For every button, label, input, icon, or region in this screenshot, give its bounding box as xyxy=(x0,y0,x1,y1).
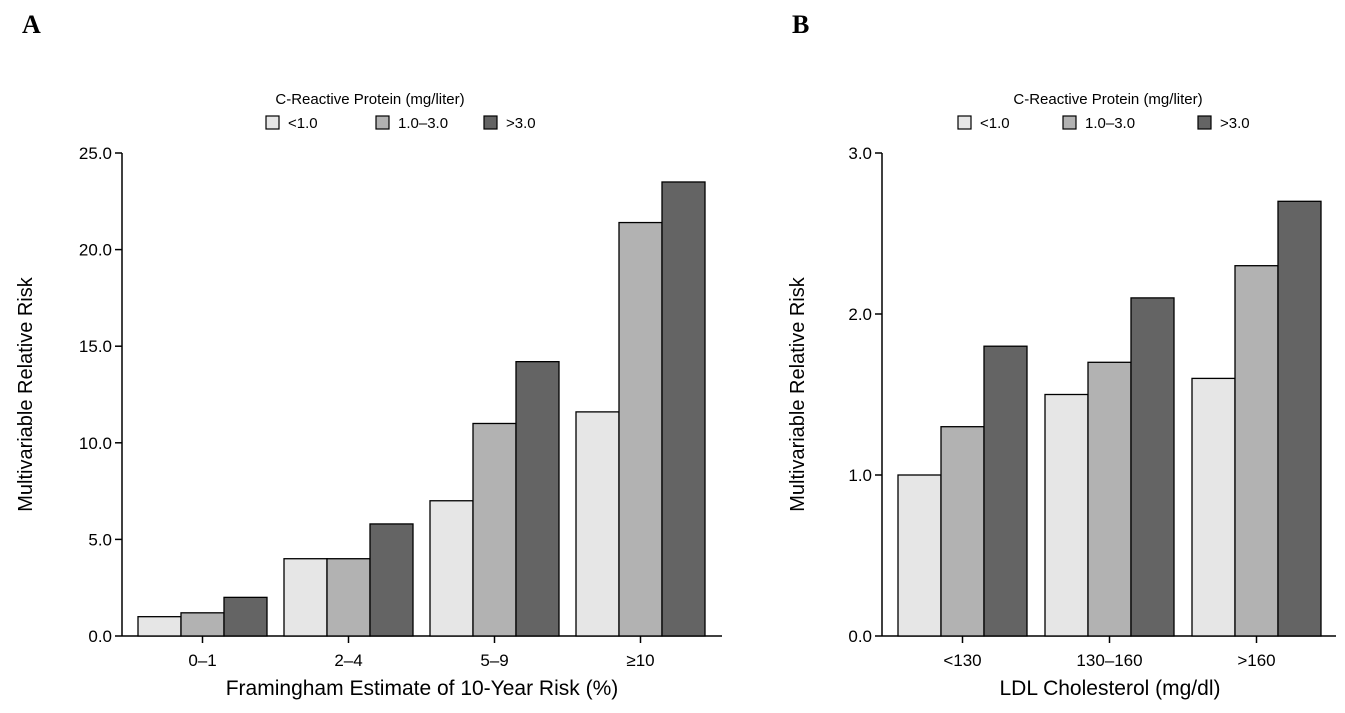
legend-swatch xyxy=(1062,115,1077,130)
bar xyxy=(283,558,328,637)
x-tick-label: 0–1 xyxy=(188,651,216,670)
bar xyxy=(137,616,182,637)
y-tick-label: 25.0 xyxy=(79,144,112,163)
legend-entry: >3.0 xyxy=(1220,115,1250,132)
bar xyxy=(472,422,517,637)
x-tick-label: <130 xyxy=(943,651,981,670)
y-tick-label: 5.0 xyxy=(88,530,112,549)
y-tick-label: 0.0 xyxy=(848,627,872,646)
bar xyxy=(369,523,414,637)
bar xyxy=(940,426,985,637)
chart-panel-b: B C-Reactive Protein (mg/liter)<1.0 1.0–3.… xyxy=(787,10,1336,700)
bar xyxy=(897,474,942,637)
y-axis-title: Multivariable Relative Risk xyxy=(15,276,37,512)
bar xyxy=(1130,297,1175,637)
legend-entry: <1.0 xyxy=(980,115,1010,132)
legend-swatch xyxy=(483,115,498,130)
bar xyxy=(1277,200,1322,637)
x-tick-label: 2–4 xyxy=(334,651,362,670)
legend-swatch xyxy=(1197,115,1212,130)
bar xyxy=(429,500,474,637)
chart-panel-a: A C-Reactive Protein (mg/liter) <1.0 1.0–3.… xyxy=(15,10,722,700)
y-tick-label: 2.0 xyxy=(848,305,872,324)
x-tick-label: ≥10 xyxy=(626,651,654,670)
bar xyxy=(1234,265,1279,637)
bar xyxy=(983,345,1028,637)
y-tick-label: 20.0 xyxy=(79,241,112,260)
y-tick-label: 0.0 xyxy=(88,627,112,646)
bar xyxy=(1191,377,1236,637)
y-tick-label: 3.0 xyxy=(848,144,872,163)
legend-title: C-Reactive Protein (mg/liter) xyxy=(275,91,464,108)
y-axis-title: Multivariable Relative Risk xyxy=(787,276,809,512)
bar xyxy=(326,558,371,637)
legend-entry: 1.0–3.0 xyxy=(1085,115,1135,132)
legend-swatch xyxy=(265,115,280,130)
y-tick-label: 15.0 xyxy=(79,337,112,356)
panel-label: A xyxy=(22,10,41,39)
legend-entry: >3.0 xyxy=(506,115,536,132)
bar xyxy=(180,612,225,637)
bar xyxy=(618,221,663,637)
x-tick-label: >160 xyxy=(1237,651,1275,670)
bar xyxy=(1087,361,1132,637)
legend-swatch xyxy=(957,115,972,130)
legend-title: C-Reactive Protein (mg/liter) xyxy=(1013,91,1202,108)
bar xyxy=(223,596,268,637)
x-tick-label: 130–160 xyxy=(1076,651,1142,670)
legend-entry: 1.0–3.0 xyxy=(398,115,448,132)
bar xyxy=(661,181,706,637)
bar xyxy=(515,361,560,637)
y-tick-label: 1.0 xyxy=(848,466,872,485)
bar xyxy=(575,411,620,637)
y-tick-label: 10.0 xyxy=(79,434,112,453)
x-axis-title: LDL Cholesterol (mg/dl) xyxy=(1000,677,1221,700)
legend-swatch xyxy=(375,115,390,130)
x-axis-title: Framingham Estimate of 10-Year Risk (%) xyxy=(226,677,619,700)
legend-entry: <1.0 xyxy=(288,115,318,132)
panel-label: B xyxy=(792,10,809,39)
x-tick-label: 5–9 xyxy=(480,651,508,670)
bar xyxy=(1044,393,1089,637)
